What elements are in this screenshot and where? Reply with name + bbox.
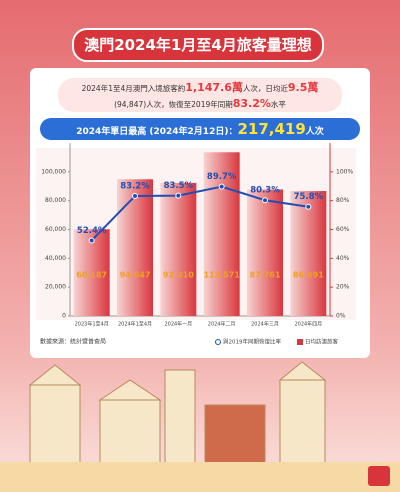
- y2-tick-label: 60%: [336, 226, 350, 233]
- line-value-label: 75.8%: [294, 192, 324, 202]
- bar-value-label: 113,571: [203, 271, 240, 280]
- y2-tick-label: 20%: [336, 284, 350, 291]
- bar: [203, 152, 240, 316]
- x-tick-label: 2024年二月: [208, 321, 236, 328]
- y2-tick-label: 80%: [336, 197, 350, 204]
- line-point: [218, 183, 225, 190]
- legend-marker: [297, 339, 303, 345]
- bar-value-label: 86,691: [293, 271, 324, 280]
- bar: [117, 179, 153, 316]
- info-text: (94,847)人次，恢復至2019年同期: [114, 100, 233, 109]
- line-point: [132, 193, 138, 200]
- record-text: 2024年單日最高 (2024年2月12日)：: [76, 127, 238, 137]
- info-highlight: 1,147.6萬: [185, 81, 243, 94]
- y2-tick-label: 40%: [336, 255, 350, 262]
- record-value: 217,419: [237, 120, 306, 138]
- line-value-label: 52.4%: [77, 226, 107, 236]
- info-box: 2024年1至4月澳門入境旅客約1,147.6萬人次，日均近9.5萬 (94,84…: [58, 78, 342, 112]
- line-point: [175, 192, 182, 199]
- bar-value-label: 94,847: [120, 271, 151, 280]
- info-highlight: 9.5萬: [287, 81, 319, 94]
- legend-label: 與2019年同期恢復比率: [223, 338, 281, 346]
- title: 澳門2024年1月至4月旅客量理想: [72, 28, 324, 62]
- bar: [160, 182, 197, 316]
- info-text: 人次，日均近: [242, 84, 288, 93]
- y2-tick-label: 0%: [336, 313, 346, 320]
- bar: [73, 229, 110, 316]
- line-point: [262, 197, 268, 204]
- x-tick-label: 2023年1至4月: [75, 321, 109, 328]
- x-tick-label: 2024年三月: [251, 321, 279, 328]
- source: 數據來源：統計暨普查局: [40, 338, 106, 346]
- line-value-label: 83.5%: [164, 181, 194, 191]
- info-text: 水平: [270, 100, 286, 109]
- y2-tick-label: 100%: [336, 168, 353, 175]
- x-tick-label: 2024年四月: [294, 321, 322, 328]
- y-tick-label: 60,000: [45, 226, 66, 233]
- bar-value-label: 60,187: [76, 271, 107, 280]
- line-point: [305, 203, 312, 210]
- illustration: [0, 361, 400, 492]
- bar-value-label: 87,761: [250, 271, 281, 280]
- y-tick-label: 80,000: [45, 197, 66, 204]
- record-text: 人次: [305, 127, 324, 137]
- bar: [290, 191, 327, 316]
- line-point: [88, 237, 95, 244]
- legend-marker: [215, 339, 221, 345]
- line: [90, 185, 309, 242]
- y-tick-label: 40,000: [45, 255, 66, 262]
- line-value-label: 80.3%: [250, 186, 280, 196]
- logo: [368, 466, 390, 486]
- info-highlight: 83.2%: [232, 97, 271, 110]
- line-value-label: 89.7%: [207, 172, 237, 182]
- y-tick-label: 20,000: [45, 284, 66, 291]
- record-box: 2024年單日最高 (2024年2月12日)：217,419人次: [40, 118, 360, 140]
- bar-value-label: 92,310: [163, 271, 194, 280]
- legend-label: 日均訪澳旅客: [305, 338, 339, 346]
- line-value-label: 83.2%: [120, 182, 150, 192]
- x-tick-label: 2024年一月: [164, 321, 192, 328]
- y-tick-label: 0: [62, 313, 66, 320]
- info-text: 2024年1至4月澳門入境旅客約: [81, 84, 186, 93]
- bar: [247, 189, 283, 316]
- x-tick-label: 2024年1至4月: [118, 321, 152, 328]
- y-tick-label: 100,000: [41, 168, 66, 175]
